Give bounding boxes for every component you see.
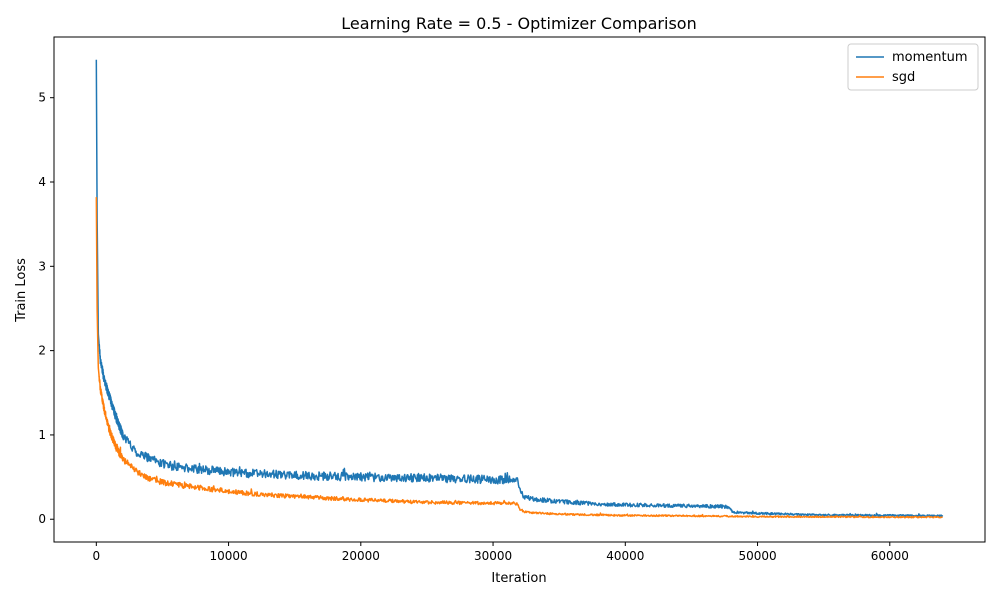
chart-title: Learning Rate = 0.5 - Optimizer Comparis… bbox=[341, 14, 696, 33]
y-tick-label: 5 bbox=[38, 91, 46, 105]
series-line-momentum bbox=[95, 59, 944, 518]
x-tick-label: 0 bbox=[92, 549, 100, 563]
y-axis: 0 1 2 3 4 5 bbox=[38, 91, 54, 526]
legend: momentum sgd bbox=[847, 43, 979, 91]
y-tick-label: 3 bbox=[38, 259, 46, 273]
x-tick-label: 30000 bbox=[474, 549, 512, 563]
x-tick-label: 10000 bbox=[209, 549, 247, 563]
y-tick-label: 1 bbox=[38, 428, 46, 442]
x-axis: 0 10000 20000 30000 40000 50000 60000 bbox=[92, 542, 909, 563]
x-tick-label: 60000 bbox=[871, 549, 909, 563]
x-tick-label: 20000 bbox=[342, 549, 380, 563]
y-tick-label: 2 bbox=[38, 344, 46, 358]
legend-label-momentum: momentum bbox=[892, 50, 968, 65]
y-tick-label: 0 bbox=[38, 512, 46, 526]
legend-label-sgd: sgd bbox=[892, 70, 915, 85]
x-tick-label: 50000 bbox=[738, 549, 776, 563]
x-axis-label: Iteration bbox=[491, 571, 546, 586]
legend-box bbox=[847, 43, 979, 91]
y-axis-label: Train Loss bbox=[14, 258, 29, 323]
y-tick-label: 4 bbox=[38, 175, 46, 189]
plot-frame bbox=[53, 36, 986, 543]
series-layer bbox=[95, 59, 944, 519]
series-line-sgd bbox=[95, 197, 943, 519]
x-tick-label: 40000 bbox=[606, 549, 644, 563]
